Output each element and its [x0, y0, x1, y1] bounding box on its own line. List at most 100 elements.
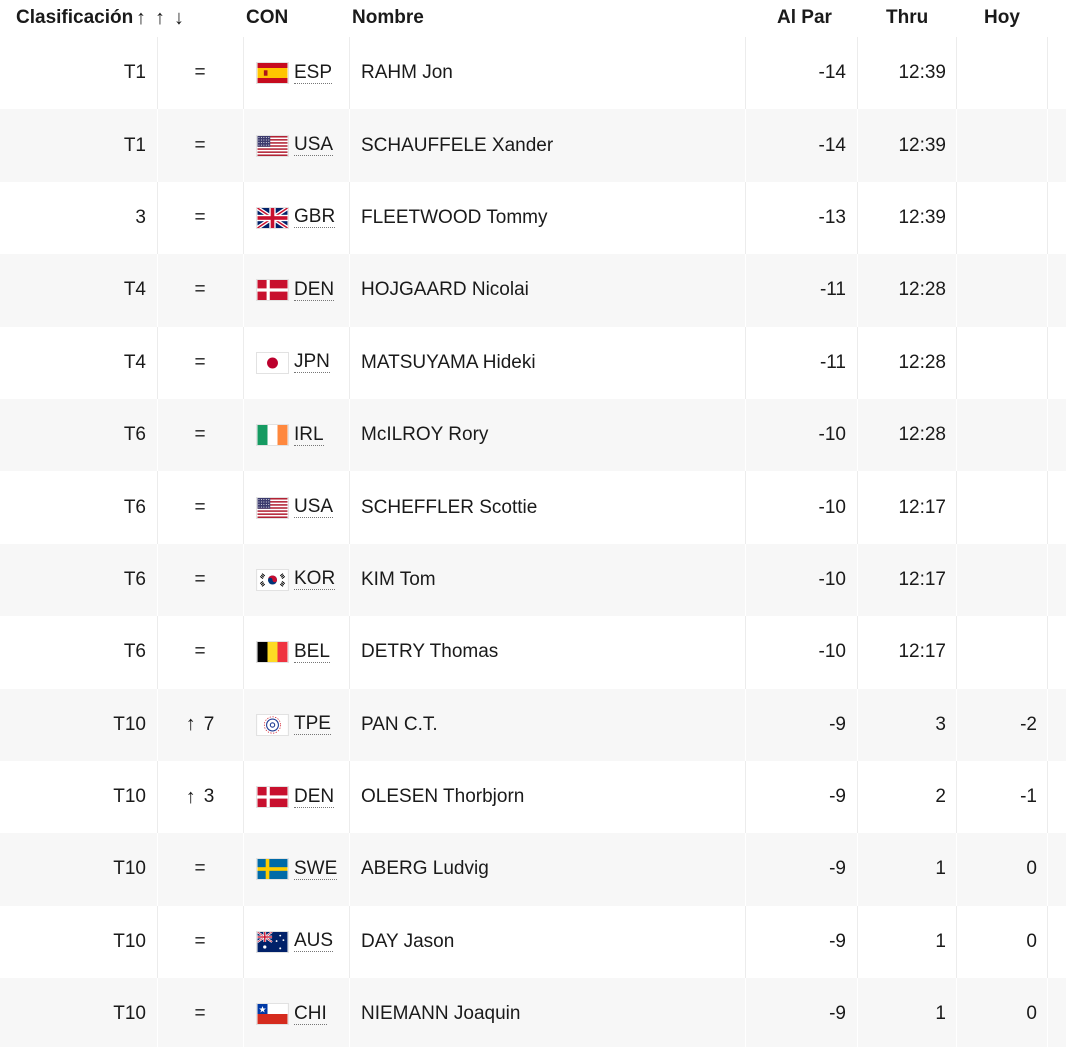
country-code[interactable]: KOR	[294, 568, 336, 591]
country-code[interactable]: IRL	[294, 423, 324, 446]
today-cell	[957, 182, 1037, 254]
column-header-position[interactable]: Clasificación	[16, 7, 134, 28]
movement-value: =	[194, 858, 206, 880]
column-header-thru[interactable]: Thru	[886, 7, 929, 28]
sort-arrows-icon[interactable]: ↑↑↓	[136, 7, 193, 29]
country-cell[interactable]: AUS	[294, 906, 334, 978]
movement-cell: ↑ 7	[158, 689, 242, 761]
column-divider	[956, 181, 957, 255]
column-divider	[349, 37, 350, 110]
player-name-cell[interactable]: PAN C.T.	[361, 713, 438, 735]
player-name-cell[interactable]: SCHAUFFELE Xander	[361, 134, 554, 156]
column-divider	[1047, 905, 1048, 979]
column-divider	[157, 978, 158, 1047]
player-name-cell[interactable]: MATSUYAMA Hideki	[361, 351, 536, 373]
country-code[interactable]: USA	[294, 134, 334, 157]
country-cell[interactable]: JPN	[294, 327, 330, 399]
column-header-today[interactable]: Hoy	[984, 7, 1020, 28]
country-cell[interactable]: ESP	[294, 37, 333, 109]
country-cell[interactable]: GBR	[294, 182, 336, 254]
column-header-name[interactable]: Nombre	[352, 7, 424, 28]
table-row[interactable]: T10 = SWE ABERG Ludvig -9 1 0	[0, 833, 1066, 906]
table-row[interactable]: T10 = CHI NIEMANN Joaquin -9 1 0	[0, 978, 1066, 1047]
to-par-cell: -10	[818, 424, 846, 446]
column-divider	[956, 254, 957, 327]
table-row[interactable]: T10 = AUS DAY Jason -9 1 0	[0, 905, 1066, 979]
country-code[interactable]: BEL	[294, 640, 330, 663]
table-row[interactable]: T4 = DEN HOJGAARD Nicolai -11 12:28	[0, 254, 1066, 327]
table-row[interactable]: T4 = JPN MATSUYAMA Hideki -11 12:28	[0, 326, 1066, 399]
column-divider	[157, 398, 158, 472]
country-cell[interactable]: IRL	[294, 399, 324, 471]
country-code[interactable]: SWE	[294, 857, 338, 880]
player-name-cell[interactable]: DETRY Thomas	[361, 641, 499, 663]
country-code[interactable]: JPN	[294, 351, 330, 374]
player-name-cell[interactable]: HOJGAARD Nicolai	[361, 279, 529, 301]
player-name-cell[interactable]: RAHM Jon	[361, 62, 453, 84]
thru-cell: 12:39	[898, 206, 946, 228]
column-divider	[349, 833, 350, 906]
table-row[interactable]: T6 = IRL McILROY Rory -10 12:28	[0, 398, 1066, 472]
column-divider	[745, 181, 746, 255]
country-code[interactable]: CHI	[294, 1002, 327, 1025]
table-row[interactable]: 3 = GBR FLEETWOOD Tommy -13 12:39	[0, 181, 1066, 255]
to-par-cell: -9	[829, 1003, 846, 1025]
country-code[interactable]: AUS	[294, 930, 334, 953]
column-divider	[349, 326, 350, 399]
country-cell[interactable]: KOR	[294, 544, 336, 616]
country-code[interactable]: GBR	[294, 206, 336, 229]
column-divider	[956, 978, 957, 1047]
column-header-country[interactable]: CON	[246, 7, 289, 28]
movement-value: 7	[203, 713, 215, 735]
column-divider	[243, 688, 244, 761]
movement-cell: =	[158, 616, 242, 688]
table-row[interactable]: T1 = USA SCHAUFFELE Xander -14 12:39	[0, 109, 1066, 182]
country-cell[interactable]: DEN	[294, 761, 335, 833]
table-row[interactable]: T6 = USA SCHEFFLER Scottie -10 12:17	[0, 471, 1066, 544]
to-par-cell: -14	[818, 134, 846, 156]
player-name-cell[interactable]: NIEMANN Joaquin	[361, 1003, 521, 1025]
table-row[interactable]: T10 ↑ 7 TPE PAN C.T. -9 3 -2	[0, 688, 1066, 761]
column-divider	[1047, 254, 1048, 327]
country-flag-cell	[256, 544, 289, 616]
chi-flag-icon	[256, 1003, 289, 1026]
table-row[interactable]: T1 = ESP RAHM Jon -14 12:39	[0, 37, 1066, 110]
player-name-cell[interactable]: DAY Jason	[361, 930, 455, 952]
player-name-cell[interactable]: SCHEFFLER Scottie	[361, 496, 538, 518]
column-divider	[243, 905, 244, 979]
country-cell[interactable]: SWE	[294, 833, 338, 905]
country-code[interactable]: TPE	[294, 713, 331, 736]
country-cell[interactable]: BEL	[294, 616, 330, 688]
country-code[interactable]: DEN	[294, 785, 335, 808]
country-cell[interactable]: DEN	[294, 254, 335, 326]
column-divider	[857, 471, 858, 544]
column-divider	[745, 398, 746, 472]
column-divider	[1047, 326, 1048, 399]
table-row[interactable]: T6 = BEL DETRY Thomas -10 12:17	[0, 616, 1066, 689]
player-name-cell[interactable]: FLEETWOOD Tommy	[361, 206, 548, 228]
country-flag-cell	[256, 978, 289, 1047]
position-cell: T4	[123, 351, 146, 373]
player-name-cell[interactable]: OLESEN Thorbjorn	[361, 786, 525, 808]
country-code[interactable]: DEN	[294, 278, 335, 301]
country-flag-cell	[256, 833, 289, 905]
column-header-to-par[interactable]: Al Par	[777, 7, 832, 28]
thru-cell: 12:17	[898, 641, 946, 663]
country-cell[interactable]: CHI	[294, 978, 327, 1047]
table-row[interactable]: T6 = KOR KIM Tom -10 12:17	[0, 543, 1066, 617]
country-cell[interactable]: TPE	[294, 689, 331, 761]
country-code[interactable]: ESP	[294, 61, 333, 84]
country-cell[interactable]: USA	[294, 471, 334, 543]
player-name-cell[interactable]: ABERG Ludvig	[361, 858, 489, 880]
column-divider	[349, 398, 350, 472]
player-name-cell[interactable]: McILROY Rory	[361, 424, 489, 446]
bel-flag-icon	[256, 641, 289, 664]
country-code[interactable]: USA	[294, 496, 334, 519]
player-name-cell[interactable]: KIM Tom	[361, 568, 436, 590]
table-row[interactable]: T10 ↑ 3 DEN OLESEN Thorbjorn -9 2 -1	[0, 760, 1066, 834]
up-arrow-icon: ↑	[185, 785, 196, 808]
column-divider	[857, 978, 858, 1047]
thru-cell: 12:39	[898, 134, 946, 156]
today-cell	[957, 399, 1037, 471]
country-cell[interactable]: USA	[294, 109, 334, 181]
